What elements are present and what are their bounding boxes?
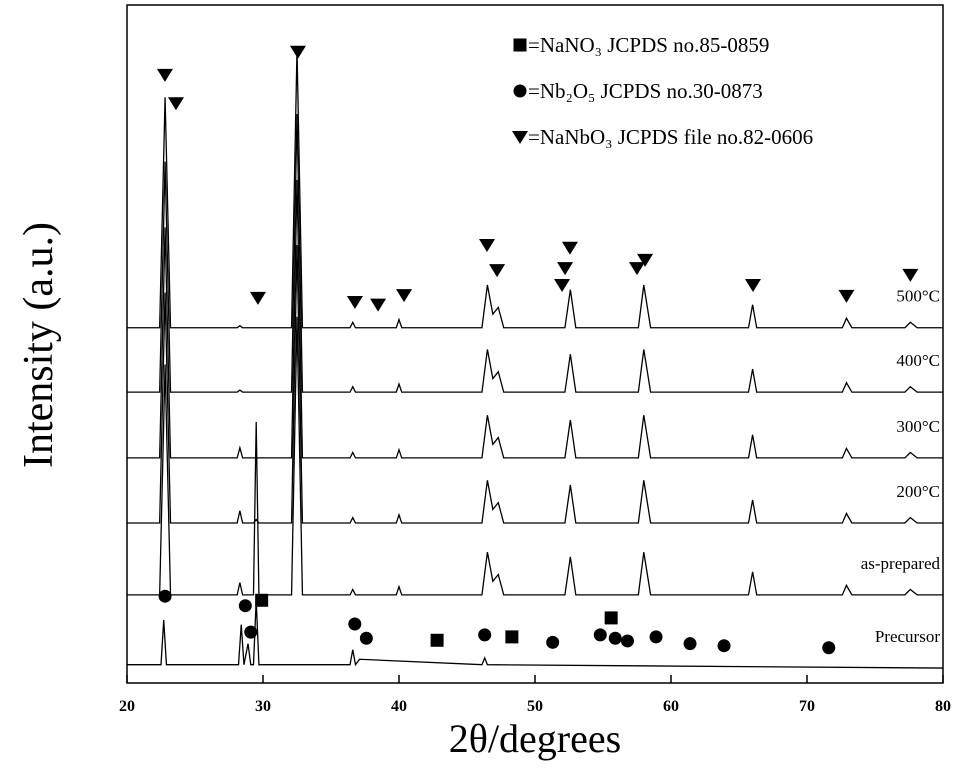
- triangle-marker: [554, 279, 571, 293]
- circle-marker: [717, 639, 731, 653]
- x-axis-label: 2θ/degrees: [449, 716, 621, 761]
- circle-marker: [546, 635, 560, 649]
- triangle-marker: [557, 262, 574, 276]
- triangle-marker: [629, 262, 645, 276]
- xrd-trace: [127, 179, 943, 459]
- circle-marker: [238, 599, 252, 613]
- circle-marker: [683, 637, 697, 651]
- legend-label: =Nb₂O₅ JCPDS no.30-0873: [528, 79, 763, 103]
- xrd-trace: [127, 316, 943, 596]
- triangle-marker: [249, 291, 266, 305]
- triangle-marker: [156, 68, 173, 82]
- x-tick-label: 50: [527, 698, 543, 715]
- xrd-trace: [127, 244, 943, 524]
- circle-marker: [620, 634, 634, 648]
- y-axis-label: Intensity (a.u.): [16, 222, 62, 468]
- xrd-trace: [127, 114, 943, 393]
- circle-marker: [359, 631, 373, 645]
- trace-label: 300°C: [896, 417, 940, 436]
- trace-label: as-prepared: [861, 554, 941, 573]
- trace-label: 400°C: [896, 351, 940, 370]
- triangle-marker: [489, 264, 506, 278]
- circle-marker: [478, 628, 492, 642]
- triangle-marker: [902, 268, 919, 282]
- circle-marker: [244, 625, 258, 639]
- circle-marker: [348, 617, 362, 631]
- triangle-marker: [289, 45, 306, 59]
- circle-marker: [649, 630, 663, 644]
- trace-label: Precursor: [875, 627, 940, 646]
- plot-frame: [126, 4, 944, 684]
- legend-symbol: [512, 131, 528, 144]
- legend-label: =NaNbO₃ JCPDS file no.82-0606: [528, 125, 813, 149]
- circle-marker: [593, 628, 607, 642]
- x-tick-label: 20: [119, 698, 135, 715]
- circle-marker: [608, 631, 622, 645]
- x-tick-label: 40: [391, 698, 407, 715]
- triangle-marker: [745, 279, 762, 293]
- triangle-marker: [637, 253, 654, 267]
- triangle-marker: [838, 289, 855, 303]
- legend-symbol: [513, 84, 527, 98]
- triangle-marker: [167, 97, 184, 111]
- triangle-marker: [370, 298, 387, 312]
- x-tick-label: 30: [255, 698, 271, 715]
- triangle-marker: [346, 295, 363, 309]
- square-marker: [604, 611, 618, 625]
- xrd-trace: [127, 49, 943, 329]
- square-marker: [430, 633, 444, 647]
- trace-label: 200°C: [896, 482, 940, 501]
- circle-marker: [158, 589, 172, 603]
- x-tick-label: 70: [799, 698, 815, 715]
- square-marker: [505, 630, 519, 644]
- legend-label: =NaNO₃ JCPDS no.85-0859: [528, 33, 769, 57]
- square-marker: [255, 593, 269, 607]
- x-tick-label: 60: [663, 698, 679, 715]
- triangle-marker: [478, 239, 495, 253]
- circle-marker: [822, 641, 836, 655]
- triangle-marker: [396, 289, 413, 303]
- trace-label: 500°C: [896, 287, 940, 306]
- legend-symbol: [513, 38, 527, 52]
- triangle-marker: [561, 241, 578, 255]
- x-tick-label: 80: [935, 698, 951, 715]
